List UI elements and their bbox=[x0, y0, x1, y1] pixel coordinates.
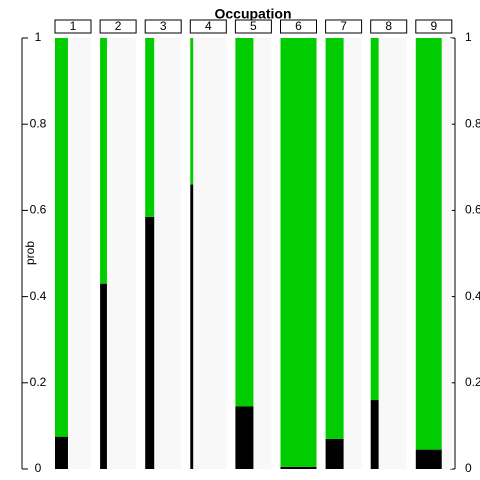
y2-tick-label: 0.4 bbox=[465, 289, 480, 303]
y-tick-label: 0.4 bbox=[30, 289, 47, 303]
y2-tick-label: 0.8 bbox=[465, 116, 480, 130]
strip-label: 9 bbox=[430, 19, 437, 33]
strip-label: 4 bbox=[205, 19, 212, 33]
y-tick-label: 0.2 bbox=[30, 375, 47, 389]
strip-label: 8 bbox=[385, 19, 392, 33]
y-tick-label: 1 bbox=[35, 30, 42, 44]
bar-segment bbox=[235, 406, 254, 469]
y-tick-label: 0 bbox=[35, 461, 42, 475]
y2-tick-label: 0.2 bbox=[465, 375, 480, 389]
bar-segment bbox=[235, 38, 254, 407]
y2-tick-label: 0.6 bbox=[465, 203, 480, 217]
bar-segment bbox=[370, 400, 379, 469]
strip bbox=[54, 19, 92, 34]
bar-segment bbox=[190, 184, 194, 470]
strip bbox=[144, 19, 182, 34]
strip bbox=[280, 19, 317, 34]
chart-title: Occupation bbox=[214, 6, 291, 22]
strip-label: 5 bbox=[250, 19, 257, 33]
strip bbox=[99, 19, 137, 34]
bar-segment bbox=[415, 449, 442, 469]
y-axis-label: prob bbox=[23, 241, 37, 265]
strip-label: 1 bbox=[70, 19, 77, 33]
strip bbox=[189, 19, 227, 34]
strip-label: 7 bbox=[340, 19, 347, 33]
strip-label: 2 bbox=[115, 19, 122, 33]
bar-segment bbox=[55, 38, 68, 437]
strip bbox=[415, 19, 453, 34]
strip-label: 3 bbox=[160, 19, 167, 33]
strip bbox=[325, 19, 363, 34]
bar-segment bbox=[190, 38, 194, 185]
bar-segment bbox=[280, 38, 317, 467]
bar-segment bbox=[145, 38, 155, 217]
strip bbox=[370, 19, 408, 34]
bar-segment bbox=[325, 438, 344, 469]
y2-tick-label: 1 bbox=[465, 30, 472, 44]
bar-segment bbox=[100, 283, 107, 469]
bar-segment bbox=[145, 216, 155, 469]
panel-background bbox=[190, 38, 227, 469]
bar-segment bbox=[100, 38, 107, 284]
bar-segment bbox=[325, 38, 344, 439]
y2-tick-label: 0 bbox=[465, 461, 472, 475]
y-tick-label: 0.8 bbox=[30, 116, 47, 130]
bar-segment bbox=[280, 466, 317, 469]
strip bbox=[234, 19, 272, 34]
y-tick-label: 0.6 bbox=[30, 203, 47, 217]
bar-segment bbox=[55, 436, 68, 469]
bar-segment bbox=[370, 38, 379, 401]
strip-label: 6 bbox=[295, 19, 302, 33]
bar-segment bbox=[415, 38, 442, 450]
